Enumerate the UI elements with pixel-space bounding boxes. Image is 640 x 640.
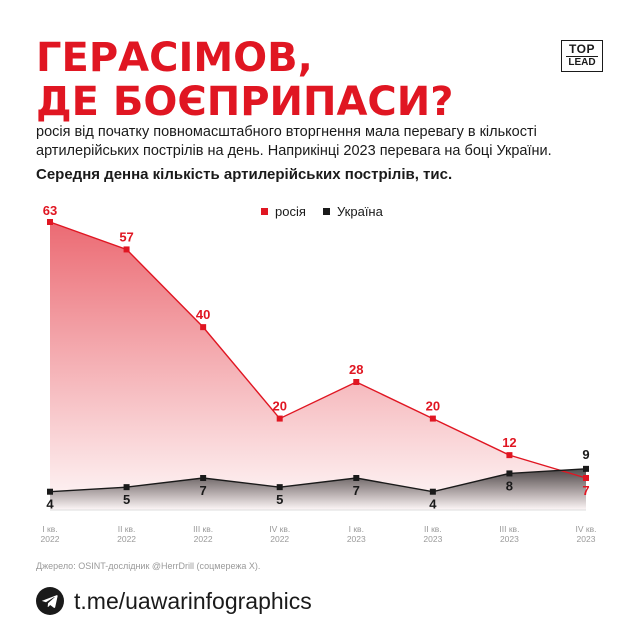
- logo-text-lead: LEAD: [566, 56, 598, 69]
- data-label-ukraine: 5: [276, 492, 283, 507]
- point-ukraine: [353, 475, 360, 481]
- point-russia: [583, 475, 589, 481]
- legend-swatch-ukraine: [323, 208, 330, 215]
- source-note: Джерело: OSINT-дослідник @HerrDrill (соц…: [36, 561, 261, 571]
- title-line-1: ГЕРАСІМОВ,: [36, 35, 313, 81]
- area-russia: [50, 222, 586, 510]
- data-label-ukraine: 5: [123, 492, 130, 507]
- point-ukraine: [583, 465, 589, 472]
- x-tick-label: IV кв. 2022: [269, 524, 290, 544]
- page-title: ГЕРАСІМОВ, ДЕ БОЄПРИПАСИ?: [36, 36, 453, 124]
- data-label-ukraine: 9: [582, 447, 589, 462]
- footer: t.me/uawarinfographics: [36, 586, 312, 616]
- point-russia: [353, 379, 360, 385]
- point-russia: [506, 452, 513, 459]
- point-ukraine: [200, 475, 207, 481]
- point-russia: [429, 415, 436, 422]
- data-label-ukraine: 4: [429, 497, 437, 512]
- chart-title: Середня денна кількість артилерійських п…: [36, 166, 453, 183]
- legend-label-russia: росія: [275, 204, 306, 219]
- line-russia: [49, 221, 587, 479]
- data-label-ukraine: 4: [46, 497, 54, 512]
- point-russia: [47, 219, 53, 225]
- x-tick-label: III кв. 2022: [193, 524, 213, 544]
- x-tick-label: IV кв. 2023: [576, 524, 597, 544]
- point-ukraine: [429, 488, 436, 495]
- data-label-russia: 7: [582, 483, 589, 498]
- top-lead-logo: TOP LEAD: [561, 40, 603, 72]
- data-label-ukraine: 7: [353, 483, 360, 498]
- legend-label-ukraine: Україна: [337, 204, 384, 219]
- data-label-russia: 28: [349, 362, 363, 377]
- point-ukraine: [123, 484, 130, 491]
- data-label-russia: 63: [43, 203, 57, 218]
- data-label-russia: 57: [119, 229, 133, 244]
- data-label-russia: 20: [272, 399, 286, 414]
- data-label-russia: 20: [426, 399, 440, 414]
- line-ukraine: [49, 468, 587, 493]
- data-label-ukraine: 8: [506, 478, 513, 493]
- telegram-link[interactable]: t.me/uawarinfographics: [74, 587, 312, 614]
- point-ukraine: [506, 470, 513, 477]
- point-ukraine: [47, 488, 53, 495]
- title-line-2: ДЕ БОЄПРИПАСИ?: [36, 79, 454, 125]
- point-russia: [276, 415, 283, 422]
- x-tick-label: I кв. 2022: [41, 524, 60, 544]
- point-russia: [200, 324, 207, 331]
- x-tick-label: I кв. 2023: [347, 524, 366, 544]
- data-label-russia: 40: [196, 307, 210, 322]
- legend-swatch-russia: [261, 208, 268, 215]
- data-label-ukraine: 7: [200, 483, 207, 498]
- point-ukraine: [276, 484, 283, 491]
- x-tick-label: II кв. 2023: [423, 524, 442, 544]
- telegram-icon: [36, 587, 64, 615]
- x-tick-label: III кв. 2023: [499, 524, 519, 544]
- area-ukraine: [50, 468, 586, 510]
- data-label-russia: 12: [502, 435, 516, 450]
- x-tick-label: II кв. 2022: [117, 524, 136, 544]
- point-russia: [123, 246, 130, 253]
- subtitle: росія від початку повномасштабного вторг…: [36, 124, 552, 159]
- logo-text-top: TOP: [569, 42, 595, 56]
